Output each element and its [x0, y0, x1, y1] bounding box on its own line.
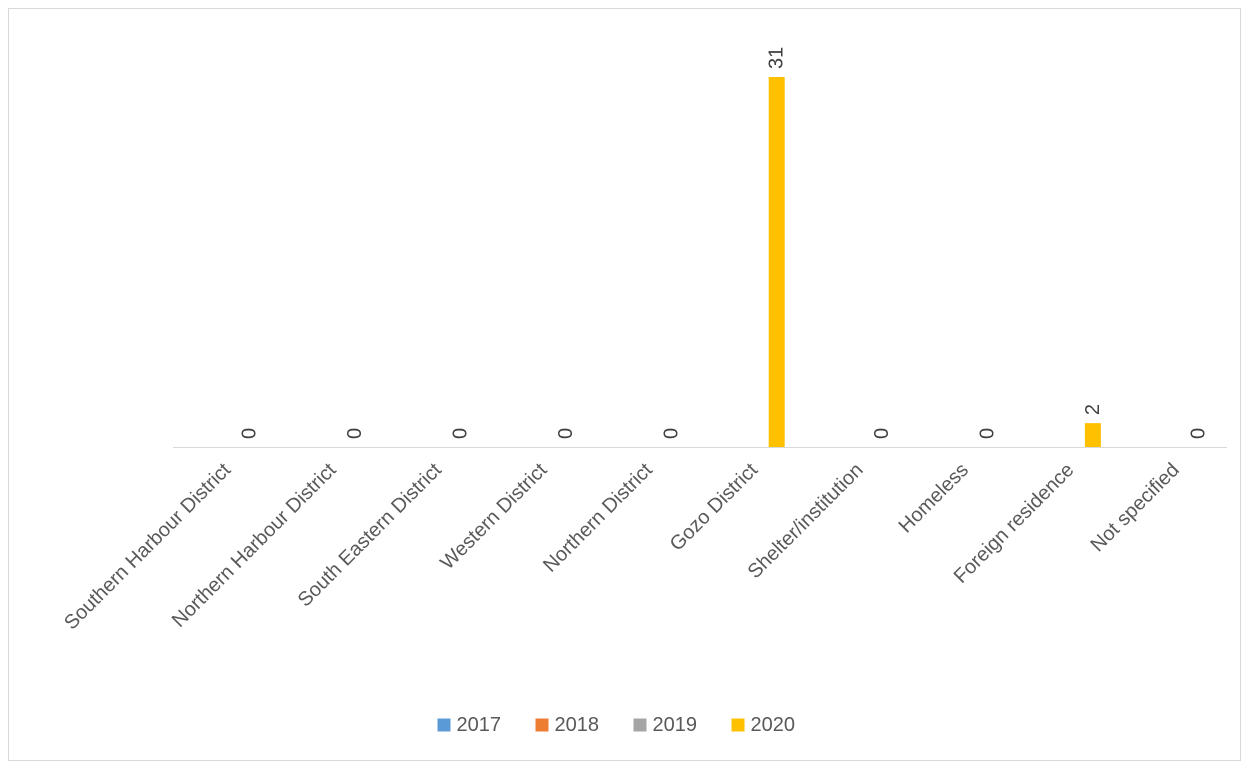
data-label-2020-northern-district: 0 — [660, 428, 682, 439]
data-label-2020-western-district: 0 — [555, 428, 577, 439]
data-label-2020-southern-harbour-district: 0 — [239, 428, 261, 439]
bars-layer — [768, 77, 1101, 447]
legend-swatch-2017 — [437, 718, 451, 732]
legend-swatch-2019 — [633, 718, 647, 732]
legend-label-2018: 2018 — [555, 714, 600, 736]
category-label-northern-district: Northern District — [539, 459, 657, 577]
data-label-2020-not-specified: 0 — [1187, 428, 1209, 439]
legend-swatch-2020 — [731, 718, 745, 732]
legend-label-2017: 2017 — [457, 714, 502, 736]
chart-frame — [8, 8, 1241, 761]
data-labels-layer: 0 0 0 0 0 31 0 0 2 0 — [239, 47, 1210, 439]
data-label-2020-homeless: 0 — [977, 428, 999, 439]
category-label-southern-harbour-district: Southern Harbour District — [60, 459, 235, 634]
bar-2020-gozo-district — [768, 77, 785, 447]
legend-item-2018: 2018 — [535, 714, 600, 736]
data-label-2020-gozo-district: 31 — [766, 47, 788, 69]
category-label-gozo-district: Gozo District — [666, 459, 763, 556]
legend-item-2017: 2017 — [437, 714, 502, 736]
category-label-not-specified: Not specified — [1087, 459, 1184, 556]
legend-item-2020: 2020 — [731, 714, 796, 736]
category-label-shelter-institution: Shelter/institution — [744, 459, 868, 583]
bar-2020-foreign-residence — [1084, 423, 1101, 447]
data-label-2020-shelter-institution: 0 — [871, 428, 893, 439]
legend-label-2019: 2019 — [653, 714, 698, 736]
legend-item-2019: 2019 — [633, 714, 698, 736]
data-label-2020-foreign-residence: 2 — [1082, 404, 1104, 415]
data-label-2020-south-eastern-district: 0 — [450, 428, 472, 439]
legend-label-2020: 2020 — [751, 714, 796, 736]
category-label-homeless: Homeless — [895, 459, 973, 537]
data-label-2020-northern-harbour-district: 0 — [344, 428, 366, 439]
category-label-western-district: Western District — [436, 459, 551, 574]
legend-swatch-2018 — [535, 718, 549, 732]
legend: 2017 2018 2019 2020 — [437, 714, 796, 736]
